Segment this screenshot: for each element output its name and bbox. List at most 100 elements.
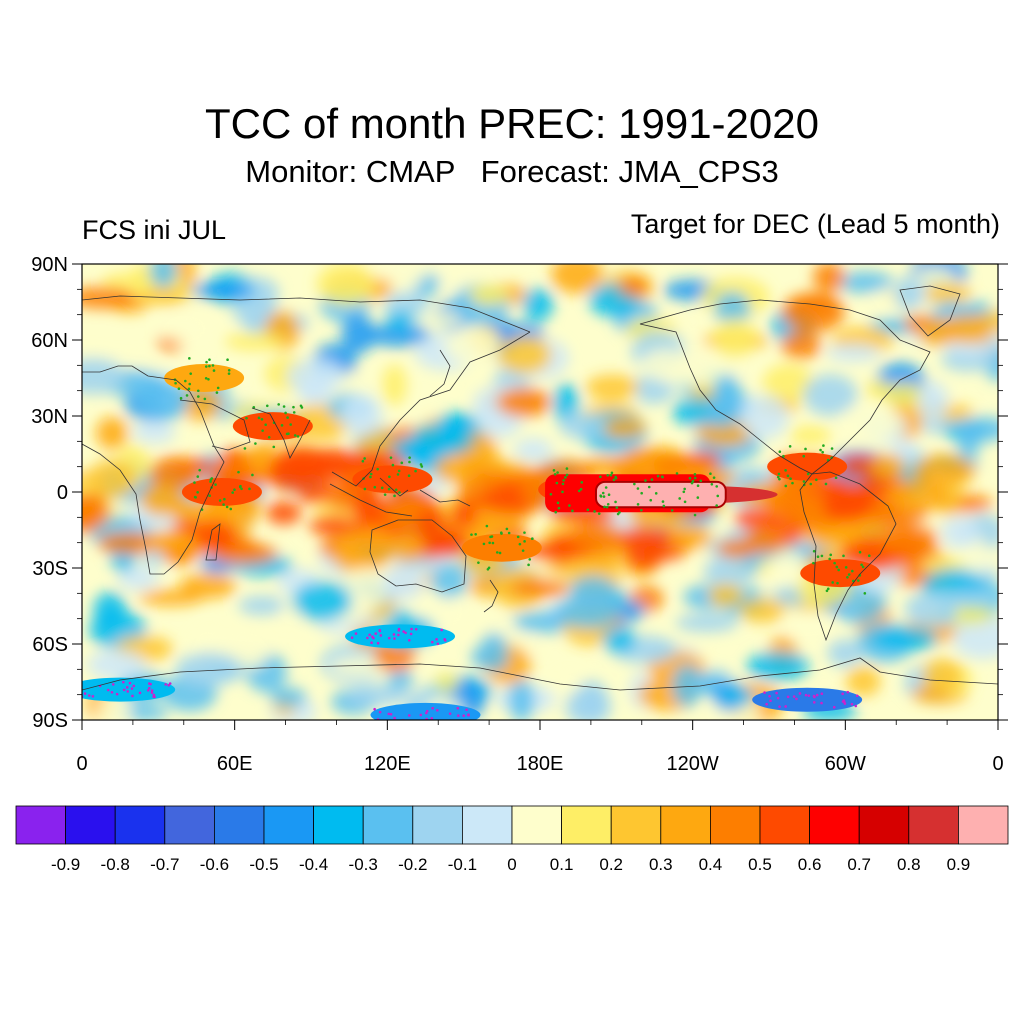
significance-dot (820, 692, 824, 695)
significance-dot (387, 712, 391, 716)
field-blob (564, 688, 612, 720)
field-blob (496, 387, 552, 418)
field-blob (211, 542, 278, 565)
significance-dot (431, 706, 434, 710)
field-blob (803, 374, 858, 417)
significance-dot (91, 694, 95, 698)
field-blob (789, 425, 832, 446)
field-blob (316, 264, 376, 306)
significance-dot (832, 705, 836, 709)
field-blob (553, 383, 580, 424)
significance-dot (368, 633, 371, 637)
field-blob (880, 523, 938, 556)
significance-dot (636, 503, 640, 506)
significance-dot (425, 711, 428, 715)
significance-dot (111, 683, 115, 686)
significance-dot (392, 633, 396, 636)
significance-dot (846, 576, 849, 579)
field-blob (143, 530, 197, 554)
significance-dot (807, 694, 811, 697)
high-correlation-region (461, 533, 542, 562)
significance-dot (521, 549, 525, 552)
significance-dot (846, 690, 850, 694)
field-blob (140, 482, 183, 517)
colorbar-swatch (164, 805, 215, 845)
significance-dot (523, 531, 526, 534)
field-blob (345, 684, 407, 707)
significance-dot (834, 476, 838, 480)
significance-dot (765, 702, 768, 706)
significance-dot (369, 472, 373, 476)
field-blob (224, 332, 286, 351)
field-blob (190, 282, 255, 299)
field-blob (381, 565, 425, 601)
significance-dot (857, 579, 860, 582)
field-blob (175, 652, 243, 687)
significance-dot (830, 447, 834, 450)
significance-stippling (82, 357, 871, 723)
significance-dot (867, 554, 871, 557)
significance-dot (383, 493, 387, 496)
significance-dot (593, 510, 596, 513)
significance-dot (448, 712, 452, 715)
colorbar-swatch (511, 805, 562, 845)
significance-dot (350, 636, 354, 639)
significance-dot (670, 509, 674, 512)
field-blob (93, 592, 127, 629)
significance-dot (784, 705, 787, 708)
significance-dot (683, 500, 687, 504)
significance-dot (778, 477, 781, 481)
significance-dot (376, 641, 380, 645)
significance-dot (825, 589, 829, 593)
colorbar-label: 0.4 (699, 855, 723, 874)
significance-dot (209, 480, 212, 483)
low-correlation-region (752, 687, 863, 712)
significance-dot (602, 495, 606, 498)
significance-dot (482, 542, 486, 546)
field-blob (434, 673, 460, 692)
significance-dot (654, 492, 658, 495)
significance-dot (363, 457, 366, 460)
field-blob (479, 632, 509, 673)
field-blob (82, 492, 110, 531)
lon-tick-label: 120E (364, 753, 411, 775)
colorbar-label: 0.5 (748, 855, 772, 874)
significance-dot (828, 557, 831, 561)
significance-dot (174, 381, 177, 385)
field-blob (429, 529, 471, 556)
significance-dot (696, 496, 700, 499)
significance-dot (768, 694, 771, 698)
significance-dot (636, 487, 640, 490)
colorbar-label: -0.8 (101, 855, 130, 874)
significance-dot (238, 485, 242, 489)
significance-dot (690, 481, 694, 485)
significance-dot (552, 469, 556, 472)
significance-dot (487, 566, 491, 570)
colorbar-swatch (660, 805, 711, 845)
significance-dot (393, 716, 396, 720)
initialization-label: FCS ini JUL (82, 215, 227, 245)
field-blob (894, 276, 922, 311)
field-blob (845, 666, 881, 697)
significance-dot (656, 474, 660, 478)
significance-dot (222, 503, 225, 506)
significance-dot (696, 484, 700, 487)
significance-dot (272, 445, 276, 449)
significance-dot (813, 695, 816, 699)
significance-dot (467, 713, 470, 716)
field-blob (382, 364, 407, 406)
field-blob (87, 459, 138, 499)
significance-dot (469, 720, 472, 723)
colorbar-swatch (412, 805, 463, 845)
significance-dot (599, 475, 602, 479)
significance-dot (579, 487, 583, 491)
significance-dot (599, 494, 602, 498)
significance-dot (208, 364, 211, 368)
significance-dot (207, 377, 210, 381)
significance-dot (523, 540, 526, 543)
significance-dot (393, 494, 396, 498)
significance-dot (776, 696, 780, 700)
colorbar-swatch (958, 805, 1009, 845)
target-label: Target for DEC (Lead 5 month) (630, 209, 1000, 239)
significance-dot (863, 592, 867, 595)
